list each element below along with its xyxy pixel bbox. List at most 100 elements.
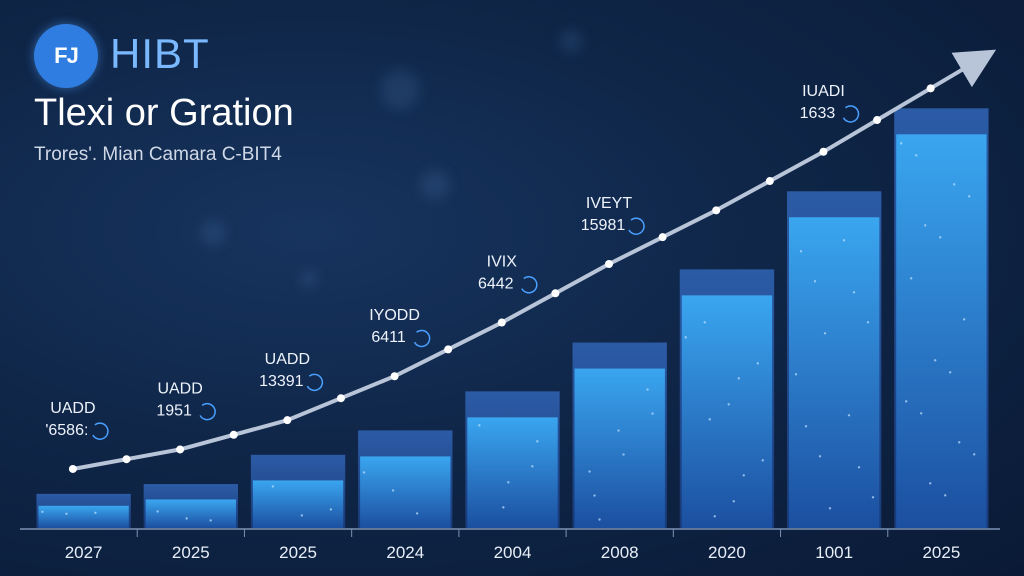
- bar-sparkle: [799, 250, 803, 253]
- bar-sparkle: [818, 455, 822, 458]
- bar-sparkle: [329, 508, 333, 511]
- bar-sparkle: [617, 429, 620, 432]
- trend-point-3: [390, 372, 399, 381]
- bar-sparkle: [871, 496, 875, 499]
- bar-1: [145, 499, 237, 528]
- bar-sparkle: [949, 371, 952, 374]
- bar-sparkle: [727, 403, 730, 406]
- annotation-name-1: UADD: [157, 380, 202, 397]
- trend-midpoint-0: [122, 455, 131, 464]
- bar-sparkle: [708, 418, 711, 421]
- bar-sparkle: [963, 318, 966, 321]
- bar-sparkle: [646, 388, 649, 391]
- bar-sparkle: [531, 465, 534, 468]
- trend-midpoint-3: [444, 345, 453, 354]
- annotation-value-6: 1633: [800, 105, 836, 122]
- bar-sparkle: [761, 459, 764, 462]
- bar-sparkle: [507, 481, 510, 484]
- bar-sparkle: [651, 412, 654, 415]
- brand-name: HIBT: [110, 30, 210, 77]
- bar-sparkle: [915, 154, 918, 157]
- x-tick-label-5: 2008: [601, 543, 639, 562]
- bar-sparkle: [209, 519, 212, 522]
- annotation-swirl-icon: [306, 373, 324, 392]
- annotation-swirl-icon: [413, 329, 431, 348]
- bar-sparkle: [185, 517, 188, 520]
- bar-3: [360, 456, 451, 528]
- bar-sparkle: [415, 512, 419, 515]
- bar-sparkle: [905, 400, 908, 403]
- bar-sparkle: [842, 239, 846, 242]
- trend-point-7: [819, 147, 828, 156]
- trend-point-0: [68, 464, 77, 473]
- bar-sparkle: [713, 515, 716, 518]
- bar-sparkle: [823, 332, 827, 335]
- x-tick-label-2: 2025: [279, 543, 317, 562]
- bar-sparkle: [536, 440, 539, 443]
- bar-sparkle: [813, 280, 817, 283]
- bar-sparkle: [910, 277, 913, 280]
- bar-sparkle: [742, 474, 745, 477]
- trend-midpoint-1: [229, 430, 238, 439]
- bar-5: [574, 368, 665, 528]
- annotation-swirl-icon: [199, 402, 216, 421]
- bar-2: [252, 480, 344, 528]
- bar-sparkle: [924, 224, 927, 227]
- bar-sparkle: [737, 377, 740, 380]
- bar-sparkle: [968, 195, 971, 198]
- trend-point-1: [176, 445, 185, 454]
- bar-sparkle: [944, 494, 947, 497]
- trend-point-4: [497, 318, 506, 327]
- trend-midpoint-6: [765, 177, 774, 186]
- x-tick-label-3: 2024: [386, 543, 424, 562]
- annotation-swirl-icon: [628, 217, 645, 235]
- bar-sparkle: [502, 506, 505, 509]
- chart-title: Tlexi or Gration: [34, 92, 294, 134]
- bar-7: [788, 217, 880, 528]
- bar-sparkle: [756, 362, 759, 365]
- bar-sparkle: [94, 511, 97, 514]
- bar-sparkle: [391, 489, 395, 492]
- annotation-value-5: 15981: [581, 217, 626, 234]
- bar-sparkle: [847, 414, 851, 417]
- logo-badge: FJ: [34, 24, 98, 88]
- bar-6: [681, 295, 773, 528]
- x-tick-label-0: 2027: [65, 543, 103, 562]
- bar-sparkle: [804, 425, 808, 428]
- annotation-value-4: 6442: [478, 276, 514, 293]
- annotation-swirl-icon: [842, 105, 860, 123]
- x-tick-label-4: 2004: [494, 543, 532, 562]
- trend-midpoint-4: [551, 289, 560, 298]
- trend-point-8: [926, 84, 935, 93]
- bar-sparkle: [920, 412, 923, 415]
- annotation-swirl-icon: [521, 276, 538, 294]
- bar-sparkle: [857, 466, 861, 469]
- trend-point-6: [712, 206, 721, 215]
- bar-sparkle: [156, 510, 159, 513]
- bar-sparkle: [958, 441, 961, 444]
- bar-sparkle: [684, 336, 687, 339]
- trend-midpoint-5: [658, 233, 667, 242]
- annotation-name-0: UADD: [50, 400, 95, 417]
- bar-sparkle: [622, 453, 625, 456]
- bar-sparkle: [973, 453, 976, 456]
- bar-0: [38, 505, 129, 528]
- annotation-value-1: 1951: [156, 402, 192, 419]
- annotation-value-2: 13391: [259, 373, 304, 390]
- logo-text: FJ: [54, 43, 79, 68]
- bar-sparkle: [929, 482, 932, 485]
- bar-sparkle: [65, 512, 68, 515]
- bar-sparkle: [41, 510, 44, 513]
- annotation-name-4: IVIX: [487, 254, 518, 271]
- bar-sparkle: [588, 470, 591, 473]
- annotation-swirl-icon: [92, 422, 109, 440]
- annotation-value-0: '6586:: [45, 422, 88, 439]
- annotation-name-3: IYODD: [369, 307, 420, 324]
- trend-point-2: [283, 416, 292, 425]
- bar-sparkle: [598, 518, 601, 521]
- bar-sparkle: [271, 485, 275, 488]
- bar-sparkle: [852, 291, 856, 294]
- bar-4: [467, 417, 558, 528]
- bar-sparkle: [794, 373, 798, 376]
